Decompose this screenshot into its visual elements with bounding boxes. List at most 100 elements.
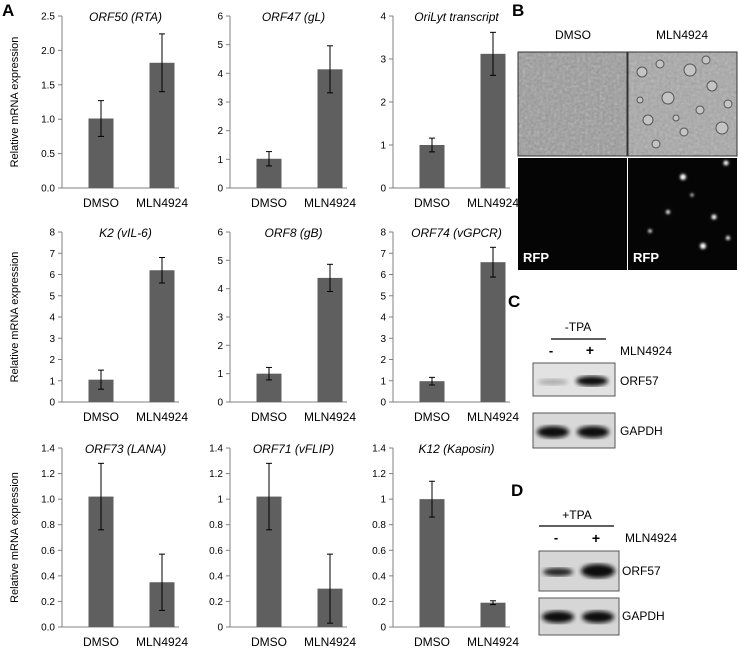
blot-c-gapdh-band-mln4924 xyxy=(577,426,609,438)
y-tick-label: 0.4 xyxy=(209,571,223,582)
y-tick-label: 4 xyxy=(380,12,386,23)
y-tick-label: 0.8 xyxy=(41,520,55,531)
brightfield-dmso xyxy=(517,51,628,157)
blot-d-band1-label: ORF57 xyxy=(622,564,661,578)
blot-d-gapdh-band-mln4924 xyxy=(582,611,614,623)
blot-d-treatment: MLN4924 xyxy=(625,531,677,545)
chart-title: ORF74 (vGPCR) xyxy=(411,226,502,240)
chart-title: ORF47 (gL) xyxy=(262,10,325,24)
x-tick-label: MLN4924 xyxy=(304,635,356,649)
panel-label-d: D xyxy=(511,481,523,500)
rfp-signal xyxy=(680,174,686,180)
micrograph-label-dmso: DMSO xyxy=(555,28,591,42)
blot-d-orf57-band-mln4924 xyxy=(581,564,615,578)
bar-chart-4: 0 1 2 3 4 5 6 7 8 K2 (vIL-6) Relative mRNA express… xyxy=(9,226,188,424)
micrograph-panel: DMSO MLN4924 RFP RFP xyxy=(517,28,738,270)
y-tick-label: 1.4 xyxy=(209,444,223,455)
rfp-label-dmso: RFP xyxy=(523,250,549,265)
x-tick-label: DMSO xyxy=(83,635,119,649)
blot-c-plus: + xyxy=(586,342,594,358)
y-tick-label: 6 xyxy=(49,270,55,281)
blot-d-gapdh-band-dmso xyxy=(542,611,574,623)
bar-chart-grid: 0.0 0.5 1.0 1.5 2.0 2.5 ORF50 (RTA) Relative mR… xyxy=(9,10,519,649)
y-tick-label: 1.0 xyxy=(41,115,55,126)
western-blot-d: +TPA - + MLN4924 ORF57 GAPDH xyxy=(538,508,677,636)
blot-c-gapdh-band-dmso xyxy=(537,426,569,438)
y-tick-label: 4 xyxy=(49,313,55,324)
blot-c-condition: -TPA xyxy=(565,320,591,334)
cell-shape xyxy=(636,66,648,78)
rfp-signal xyxy=(726,236,730,240)
y-tick-label: 0 xyxy=(380,184,386,195)
chart-title: ORF8 (gB) xyxy=(264,226,322,240)
cell-shape xyxy=(651,139,661,149)
x-tick-label: MLN4924 xyxy=(467,635,519,649)
y-tick-label: 8 xyxy=(49,228,55,239)
y-tick-label: 2 xyxy=(49,355,55,366)
y-tick-label: 0.2 xyxy=(372,597,386,608)
cell-shape xyxy=(672,114,680,122)
y-tick-label: 6 xyxy=(217,12,223,23)
y-tick-label: 4 xyxy=(217,69,223,80)
bar-chart-2: 0 1 2 3 4 5 6 ORF47 (gL) DMSO MLN4924 xyxy=(217,10,356,210)
blot-d-minus: - xyxy=(554,530,558,545)
bar-chart-5: 0 1 2 3 4 5 6 ORF8 (gB) DMSO MLN4924 xyxy=(217,226,356,424)
y-tick-label: 0.5 xyxy=(41,149,55,160)
y-tick-label: 1 xyxy=(380,495,386,506)
blot-c-treatment: MLN4924 xyxy=(620,344,672,358)
blot-d-band2-label: GAPDH xyxy=(622,609,665,623)
bar-mln4924 xyxy=(480,262,506,402)
x-tick-label: DMSO xyxy=(414,410,450,424)
bar-chart-9: 0 0.2 0.4 0.6 0.8 1 1.2 1.4 K12 (Kaposin) DMSO MLN… xyxy=(372,442,519,649)
y-tick-label: 1.5 xyxy=(41,80,55,91)
x-tick-label: MLN4924 xyxy=(467,196,519,210)
rfp-signal xyxy=(723,160,729,166)
y-tick-label: 1.2 xyxy=(372,469,386,480)
y-axis-label: Relative mRNA expression xyxy=(9,472,21,603)
x-tick-label: MLN4924 xyxy=(304,410,356,424)
y-axis-label: Relative mRNA expression xyxy=(9,37,21,168)
y-tick-label: 5 xyxy=(380,291,386,302)
y-tick-label: 1.0 xyxy=(41,495,55,506)
y-tick-label: 0.2 xyxy=(41,597,55,608)
blot-c-band1-label: ORF57 xyxy=(620,374,659,388)
y-tick-label: 2 xyxy=(380,355,386,366)
bar-mln4924 xyxy=(480,602,506,627)
y-tick-label: 5 xyxy=(217,40,223,51)
panel-label-b: B xyxy=(512,1,524,20)
cell-shape xyxy=(636,96,644,104)
y-tick-label: 3 xyxy=(380,334,386,345)
y-tick-label: 0 xyxy=(217,398,223,409)
blot-d-condition: +TPA xyxy=(562,508,591,522)
cell-shape xyxy=(642,114,654,126)
chart-title: ORF50 (RTA) xyxy=(89,10,162,24)
x-tick-label: MLN4924 xyxy=(136,196,188,210)
y-tick-label: 3 xyxy=(49,334,55,345)
y-tick-label: 2 xyxy=(217,341,223,352)
x-tick-label: DMSO xyxy=(83,410,119,424)
rfp-signal xyxy=(700,243,706,249)
y-tick-label: 0.8 xyxy=(209,520,223,531)
x-tick-label: DMSO xyxy=(251,196,287,210)
y-tick-label: 1 xyxy=(49,376,55,387)
rfp-signal xyxy=(690,193,694,197)
y-tick-label: 6 xyxy=(380,270,386,281)
blot-d-orf57-band-dmso xyxy=(543,568,573,576)
bar-chart-7: 0.0 0.2 0.4 0.6 0.8 1.0 1.2 1.4 ORF73 (LANA) Rela… xyxy=(9,442,188,649)
blot-c-band2-label: GAPDH xyxy=(620,424,663,438)
bar-chart-6: 0 1 2 3 4 5 6 7 8 ORF74 (vGPCR) DMSO MLN4924 xyxy=(380,226,519,424)
cell-shape xyxy=(706,80,718,92)
y-tick-label: 0.0 xyxy=(41,623,55,634)
y-tick-label: 3 xyxy=(380,55,386,66)
brightfield-mln4924 xyxy=(627,51,738,157)
blot-d-plus: + xyxy=(592,530,600,546)
rfp-label-mln4924: RFP xyxy=(633,250,659,265)
cell-shape xyxy=(661,91,675,105)
y-tick-label: 4 xyxy=(380,313,386,324)
bar-dmso xyxy=(419,381,445,402)
x-tick-label: DMSO xyxy=(414,635,450,649)
y-tick-label: 2 xyxy=(217,126,223,137)
panel-label-c: C xyxy=(508,292,520,311)
bar-mln4924 xyxy=(480,53,506,189)
y-tick-label: 0.4 xyxy=(372,571,386,582)
